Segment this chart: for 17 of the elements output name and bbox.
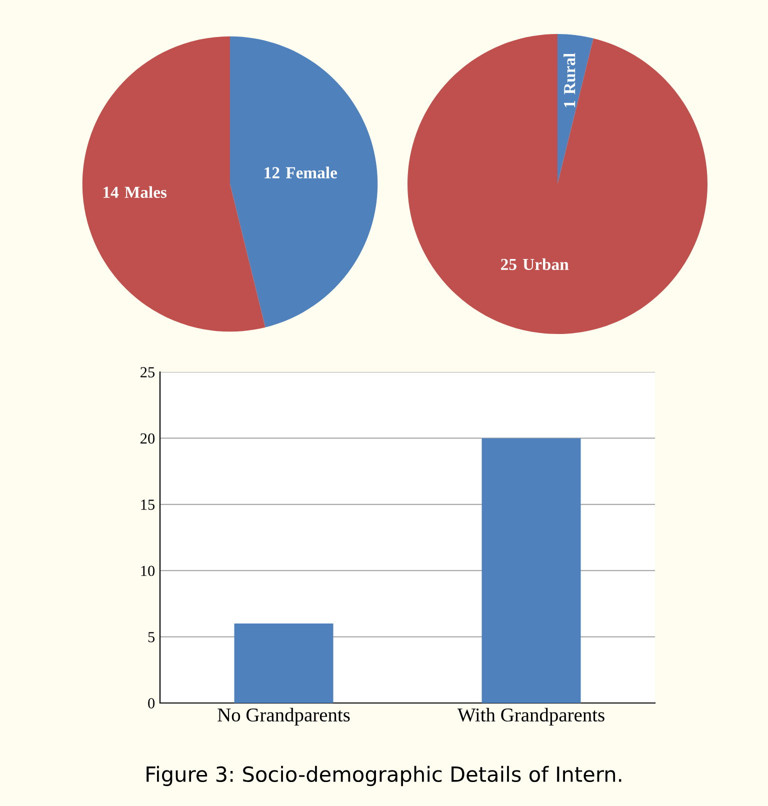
y-tick-label: 20 xyxy=(140,433,155,444)
x-tick-label: With Grandparents xyxy=(457,708,604,726)
data-label: 25 xyxy=(501,258,516,270)
y-tick-label: 5 xyxy=(148,632,155,642)
y-tick-label: 15 xyxy=(141,500,155,510)
data-label: 12 xyxy=(264,167,280,178)
slice-label: Rural xyxy=(564,53,576,94)
y-tick-label: 25 xyxy=(140,367,155,378)
slice-label: Female xyxy=(286,166,337,178)
x-tick-label: No Grandparents xyxy=(218,708,350,726)
caption: Figure 3: Socio-demographic Details of Intern. xyxy=(146,766,622,786)
y-tick-label: 10 xyxy=(141,566,155,576)
slice-label: Urban xyxy=(522,258,569,270)
slice-label: Males xyxy=(124,186,167,198)
y-tick-label: 0 xyxy=(148,698,155,708)
data-label: 14 xyxy=(104,186,119,198)
data-label: 1 xyxy=(564,100,576,108)
